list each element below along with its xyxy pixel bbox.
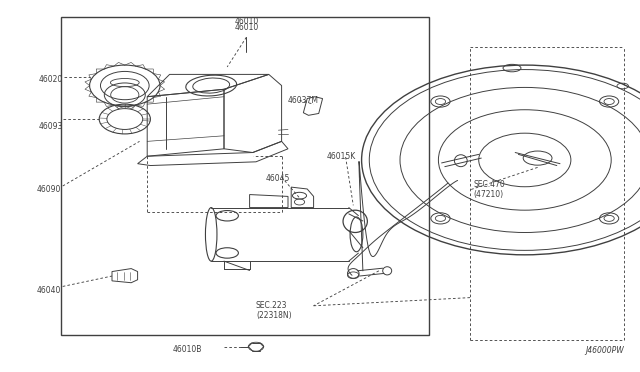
Text: 46090: 46090 <box>37 185 61 194</box>
Text: 46010: 46010 <box>234 23 259 32</box>
Text: 46010B: 46010B <box>173 345 202 354</box>
Text: 46045: 46045 <box>266 174 290 183</box>
Text: 46015K: 46015K <box>326 152 356 161</box>
Text: SEC.470
(47210): SEC.470 (47210) <box>474 180 506 199</box>
Bar <box>61 17 429 335</box>
Text: 46037M: 46037M <box>288 96 319 105</box>
Text: 46010: 46010 <box>234 17 259 26</box>
Text: J46000PW: J46000PW <box>585 346 624 355</box>
Text: SEC.223
(22318N): SEC.223 (22318N) <box>256 301 292 320</box>
Text: 46040: 46040 <box>37 286 61 295</box>
Text: 46093: 46093 <box>38 122 63 131</box>
Text: 46020: 46020 <box>38 76 63 84</box>
